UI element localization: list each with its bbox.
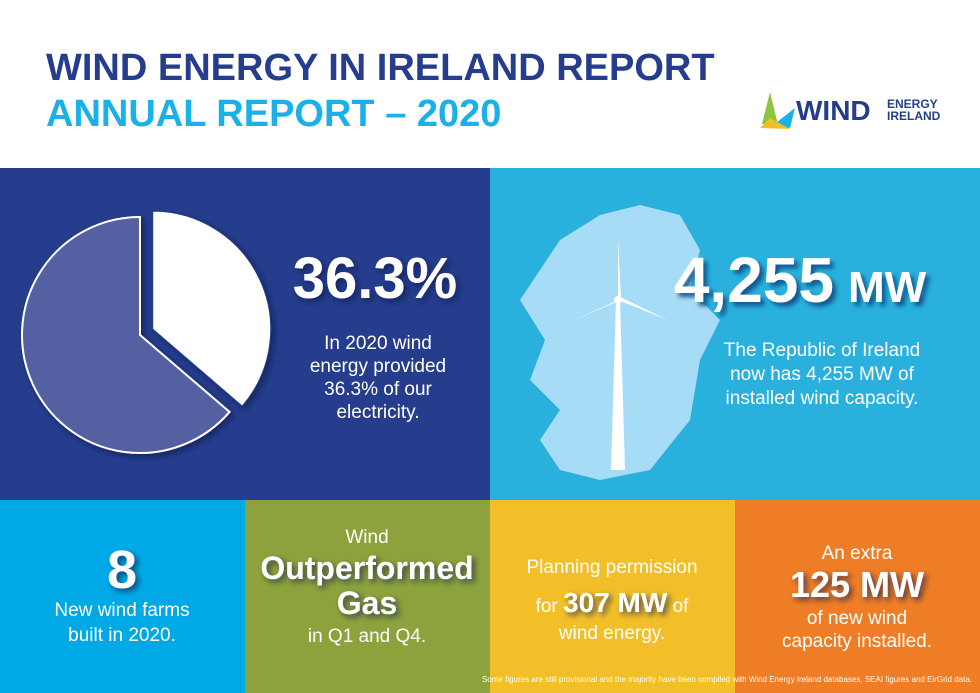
logo-leaf xyxy=(760,118,790,129)
body-text: 36.3% of our xyxy=(324,379,432,400)
tile-big: Outperformed xyxy=(260,550,473,586)
logo-word: WIND xyxy=(796,95,871,126)
capacity-number: 4,255 xyxy=(674,244,834,316)
logo-line: ENERGY xyxy=(887,97,938,111)
subtitle: ANNUAL REPORT – 2020 xyxy=(46,93,501,135)
logo: WIND ENERGY IRELAND xyxy=(760,92,941,129)
capacity-text: The Republic of Ireland now has 4,255 MW … xyxy=(724,340,920,409)
tile-text: An extra xyxy=(822,543,893,564)
body-text: In 2020 wind xyxy=(324,333,432,354)
capacity-value: 4,255 MW xyxy=(674,244,927,316)
tile-text: capacity installed. xyxy=(782,631,932,652)
body-text: The Republic of Ireland xyxy=(724,340,920,361)
tile-big: 8 xyxy=(107,540,137,600)
body-text: installed wind capacity. xyxy=(726,388,919,409)
pie-slice xyxy=(152,210,272,407)
tile-text: built in 2020. xyxy=(68,625,176,646)
tile-bg xyxy=(0,500,245,693)
turbine xyxy=(570,240,668,470)
tile-text: for xyxy=(536,596,559,617)
tile-text: of new wind xyxy=(807,608,907,629)
tile-bg xyxy=(490,500,735,693)
tile-text: of xyxy=(673,596,690,617)
tile-big: 125 MW xyxy=(790,564,924,605)
logo-line: IRELAND xyxy=(887,109,941,123)
pie-rest xyxy=(21,215,231,454)
capacity-unit: MW xyxy=(848,263,927,312)
pie xyxy=(21,210,272,454)
tile-text: New wind farms xyxy=(54,600,189,621)
tile-bg xyxy=(735,500,980,693)
tile-text: Planning permission xyxy=(526,557,697,578)
body-text: now has 4,255 MW of xyxy=(730,364,914,385)
tile-bg xyxy=(245,500,490,693)
tile-text: wind energy. xyxy=(558,623,665,644)
tile-line: for 307 MW of xyxy=(536,587,690,618)
logo-leaf xyxy=(762,92,778,125)
tile-text: in Q1 and Q4. xyxy=(308,626,426,647)
tile-big: 307 MW xyxy=(563,587,668,618)
tile-text: Wind xyxy=(345,527,388,548)
share-value: 36.3% xyxy=(293,246,457,311)
body-text: energy provided xyxy=(310,356,446,377)
header-bg xyxy=(0,0,980,168)
tile-big: Gas xyxy=(337,585,397,621)
title: WIND ENERGY IN IRELAND REPORT xyxy=(46,47,715,89)
footnote: Some figures are still provisional and t… xyxy=(482,675,972,684)
body-text: electricity. xyxy=(336,402,419,423)
